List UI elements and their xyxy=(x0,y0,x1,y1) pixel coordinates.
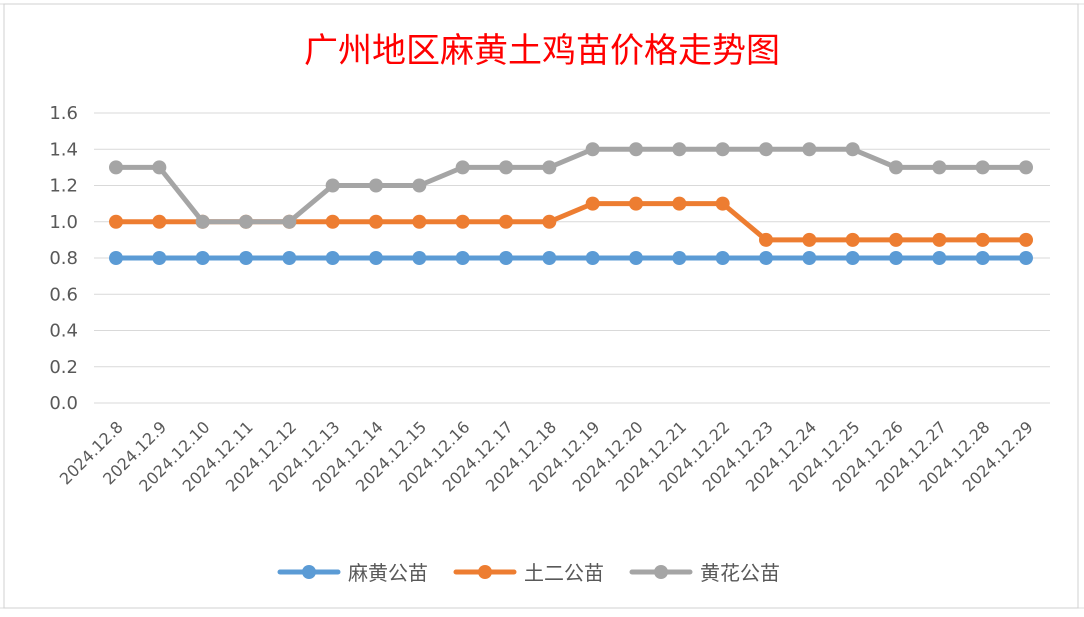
data-point[interactable] xyxy=(802,142,817,157)
data-point[interactable] xyxy=(845,142,860,157)
series-line xyxy=(113,146,1029,225)
chart-frame[interactable] xyxy=(3,3,1079,609)
data-point[interactable] xyxy=(585,251,600,265)
data-point[interactable] xyxy=(715,142,730,157)
data-point[interactable] xyxy=(629,251,643,265)
data-point[interactable] xyxy=(672,142,687,157)
data-point[interactable] xyxy=(1019,251,1033,265)
y-tick-label: 1.0 xyxy=(49,212,78,233)
data-point[interactable] xyxy=(109,214,123,229)
data-point[interactable] xyxy=(542,160,557,175)
data-point[interactable] xyxy=(629,196,643,211)
data-point[interactable] xyxy=(802,232,817,247)
data-point[interactable] xyxy=(152,214,167,229)
data-point[interactable] xyxy=(499,214,513,229)
data-point[interactable] xyxy=(542,214,557,229)
y-axis-ticks: 0.0 0.2 0.4 0.6 0.8 1.0 1.2 1.4 1.6 xyxy=(49,103,78,414)
data-point[interactable] xyxy=(152,160,167,175)
legend-marker xyxy=(302,565,316,579)
legend-marker xyxy=(654,565,668,579)
data-point[interactable] xyxy=(1019,160,1033,175)
y-tick-label: 1.6 xyxy=(49,103,78,124)
series xyxy=(109,251,1033,265)
data-point[interactable] xyxy=(542,251,557,265)
data-point[interactable] xyxy=(325,178,340,193)
y-tick-label: 0.8 xyxy=(49,248,78,269)
legend-label: 麻黄公苗 xyxy=(348,561,428,585)
data-point[interactable] xyxy=(932,160,947,175)
plot-area xyxy=(109,142,1033,265)
y-tick-label: 0.2 xyxy=(49,357,78,378)
legend-marker xyxy=(478,565,492,579)
data-point[interactable] xyxy=(672,196,687,211)
data-point[interactable] xyxy=(975,160,990,175)
data-point[interactable] xyxy=(759,251,773,265)
data-point[interactable] xyxy=(499,160,513,175)
data-point[interactable] xyxy=(975,251,990,265)
data-point[interactable] xyxy=(672,251,687,265)
legend: 麻黄公苗 土二公苗 黄花公苗 xyxy=(277,561,780,585)
data-point[interactable] xyxy=(455,251,470,265)
data-point[interactable] xyxy=(585,196,600,211)
data-point[interactable] xyxy=(845,232,860,247)
data-point[interactable] xyxy=(759,142,773,157)
data-point[interactable] xyxy=(585,142,600,157)
legend-item[interactable]: 麻黄公苗 xyxy=(277,561,428,585)
data-point[interactable] xyxy=(802,251,817,265)
y-tick-label: 1.2 xyxy=(49,176,78,197)
legend-label: 土二公苗 xyxy=(524,561,604,585)
data-point[interactable] xyxy=(369,251,383,265)
chart-title: 广州地区麻黄土鸡苗价格走势图 xyxy=(304,31,780,71)
data-point[interactable] xyxy=(845,251,860,265)
data-point[interactable] xyxy=(1019,232,1033,247)
data-point[interactable] xyxy=(412,178,427,193)
data-point[interactable] xyxy=(369,178,383,193)
series xyxy=(109,142,1033,229)
y-tick-label: 0.4 xyxy=(49,321,78,342)
data-point[interactable] xyxy=(152,251,167,265)
data-point[interactable] xyxy=(975,232,990,247)
data-point[interactable] xyxy=(889,160,903,175)
data-point[interactable] xyxy=(325,214,340,229)
legend-item[interactable]: 土二公苗 xyxy=(453,561,604,585)
y-tick-label: 1.4 xyxy=(49,139,78,160)
data-point[interactable] xyxy=(109,160,123,175)
data-point[interactable] xyxy=(889,232,903,247)
data-point[interactable] xyxy=(412,214,427,229)
legend-item[interactable]: 黄花公苗 xyxy=(629,561,780,585)
data-point[interactable] xyxy=(195,251,210,265)
data-point[interactable] xyxy=(455,160,470,175)
data-point[interactable] xyxy=(325,251,340,265)
legend-label: 黄花公苗 xyxy=(700,561,780,585)
data-point[interactable] xyxy=(282,214,297,229)
data-point[interactable] xyxy=(455,214,470,229)
data-point[interactable] xyxy=(239,214,253,229)
data-point[interactable] xyxy=(932,251,947,265)
y-tick-label: 0.6 xyxy=(49,284,78,305)
data-point[interactable] xyxy=(109,251,123,265)
data-point[interactable] xyxy=(412,251,427,265)
data-point[interactable] xyxy=(499,251,513,265)
data-point[interactable] xyxy=(629,142,643,157)
data-point[interactable] xyxy=(239,251,253,265)
data-point[interactable] xyxy=(889,251,903,265)
data-point[interactable] xyxy=(715,251,730,265)
y-tick-label: 0.0 xyxy=(49,393,78,414)
data-point[interactable] xyxy=(369,214,383,229)
data-point[interactable] xyxy=(715,196,730,211)
data-point[interactable] xyxy=(759,232,773,247)
data-point[interactable] xyxy=(932,232,947,247)
data-point[interactable] xyxy=(282,251,297,265)
data-point[interactable] xyxy=(195,214,210,229)
